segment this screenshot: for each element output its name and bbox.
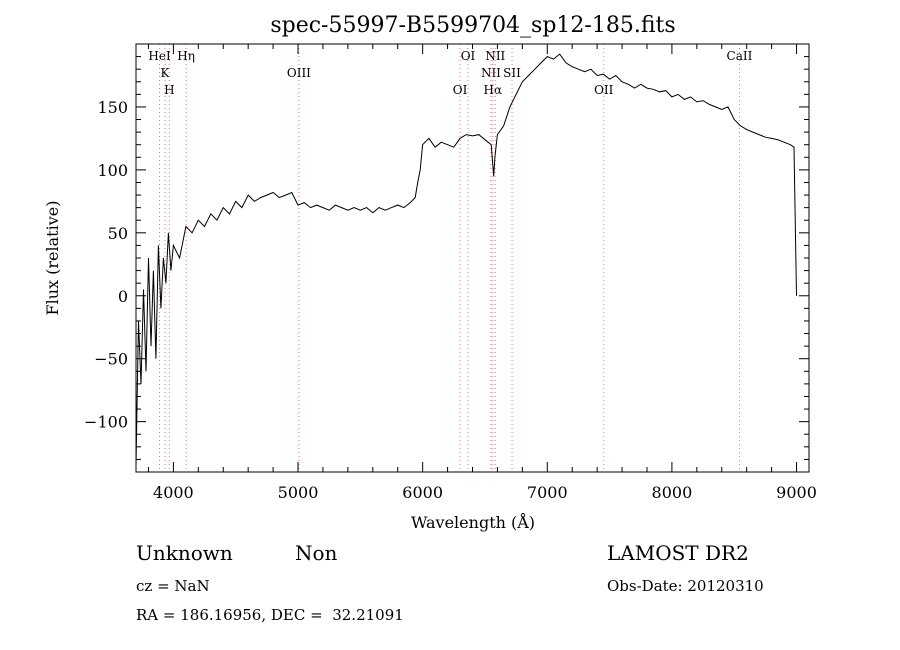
line-label: H [164,83,174,97]
line-label: NII [481,66,501,80]
y-tick-label: 50 [108,224,128,243]
object-class: Unknown [136,541,233,565]
plot-frame [135,43,810,473]
y-tick-label: 0 [118,287,128,306]
spectrum-line [135,53,797,466]
x-tick-label: 7000 [527,483,568,502]
line-label: K [161,66,171,80]
axes: 4000 5000 6000 7000 8000 9000 −100 −50 0 50 100 150 [84,44,817,502]
observation-date: Obs-Date: 20120310 [607,577,764,595]
line-label: Hα [484,83,503,97]
redshift-readout: cz = NaN [136,577,210,595]
object-subclass: Non [295,541,338,565]
line-label: OI [461,49,476,63]
y-tick-label: −50 [94,350,128,369]
x-tick-label: 4000 [153,483,194,502]
x-tick-label: 5000 [278,483,319,502]
chart-title: spec-55997-B5599704_sp12-185.fits [270,13,675,38]
spectrum-series [135,53,797,466]
y-axis-label: Flux (relative) [43,201,62,316]
line-label: OII [594,83,614,97]
line-label: CaII [727,49,753,63]
line-label: OI [453,83,468,97]
coordinates-readout: RA = 186.16956, DEC = 32.21091 [136,606,404,624]
line-label: NII [485,49,505,63]
line-label: OIII [287,66,311,80]
line-label: HeI [148,49,171,63]
y-tick-label: −100 [84,413,128,432]
y-tick-label: 150 [97,98,128,117]
x-tick-label: 6000 [402,483,443,502]
survey-name: LAMOST DR2 [607,541,749,565]
x-tick-label: 8000 [652,483,693,502]
y-tick-label: 100 [97,161,128,180]
line-label: Hη [177,49,195,63]
x-tick-label: 9000 [776,483,817,502]
x-axis-label: Wavelength (Å) [411,512,535,532]
line-label: SII [503,66,521,80]
